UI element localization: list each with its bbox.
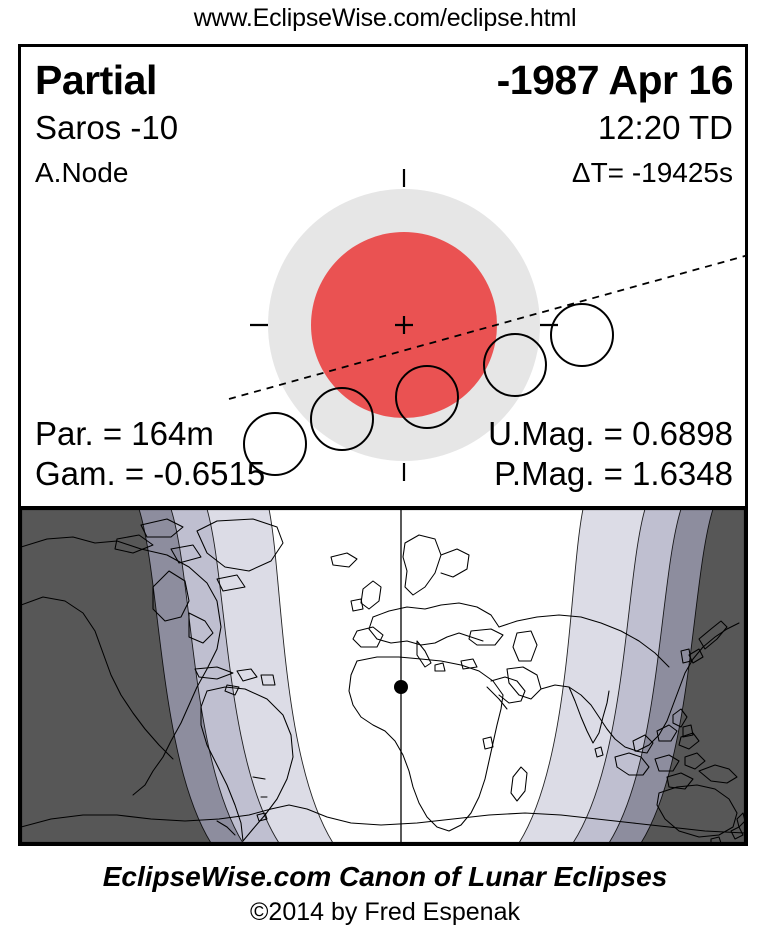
penumbral-magnitude: P.Mag. = 1.6348 (494, 455, 733, 492)
moon-disc-greatest (395, 365, 459, 429)
visibility-map-svg (21, 509, 745, 843)
visibility-map (21, 506, 745, 843)
eclipse-time: 12:20 TD (597, 109, 733, 146)
copyright: ©2014 by Fred Espenak (250, 898, 520, 926)
eclipse-type: Partial (35, 57, 157, 103)
moon-disc-u4 (483, 333, 547, 397)
eclipse-node: A.Node (35, 157, 129, 188)
moon-path-line (228, 255, 745, 400)
canon-title: EclipseWise.com Canon of Lunar Eclipses (102, 861, 668, 892)
zenith-point-marker (394, 680, 408, 694)
source-url: www.EclipseWise.com/eclipse.html (193, 4, 577, 32)
moon-disc-p4 (550, 303, 614, 367)
shadow-diagram (228, 169, 745, 481)
eclipse-date: -1987 Apr 16 (496, 57, 734, 103)
gamma-value: Gam. = -0.6515 (35, 455, 266, 492)
moon-disc-p1 (243, 412, 307, 476)
saros-series: Saros -10 (35, 109, 179, 146)
moon-disc-u1 (310, 387, 374, 451)
map-border (21, 509, 745, 843)
coastlines (21, 518, 745, 843)
umbral-magnitude: U.Mag. = 0.6898 (488, 415, 733, 452)
partial-duration: Par. = 164m (35, 415, 214, 452)
eclipse-panel: Partial -1987 Apr 16 Saros -10 12:20 TD … (18, 44, 748, 846)
band-entire-visible (269, 509, 583, 843)
band-outlines (138, 509, 714, 843)
delta-t-value: ΔT= -19425s (571, 157, 733, 188)
